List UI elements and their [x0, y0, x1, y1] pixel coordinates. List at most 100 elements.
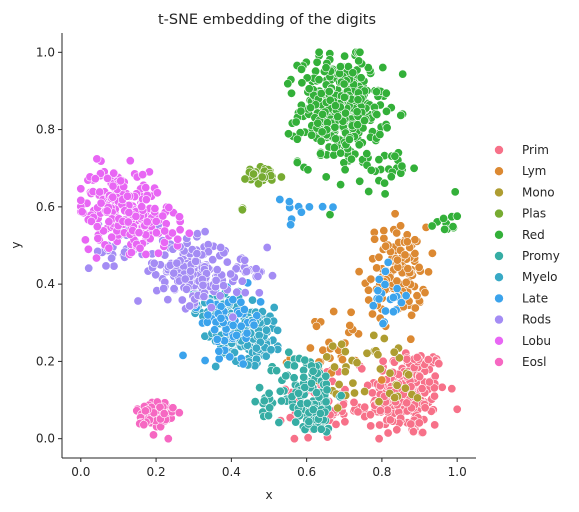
- point-red: [329, 143, 339, 153]
- point-promy: [293, 408, 303, 418]
- point-promy: [259, 396, 269, 406]
- point-lym: [396, 221, 406, 231]
- point-rods: [219, 281, 229, 291]
- point-lobu: [131, 211, 141, 221]
- point-lym: [363, 285, 373, 295]
- point-rods: [262, 243, 272, 253]
- legend-label-rods: Rods: [522, 313, 551, 327]
- point-late: [236, 297, 246, 307]
- point-red: [398, 69, 408, 79]
- point-red: [381, 106, 391, 116]
- point-red: [321, 63, 331, 73]
- point-lobu: [134, 228, 144, 238]
- point-promy: [336, 391, 346, 401]
- point-prim: [375, 406, 385, 416]
- point-lym: [420, 288, 430, 298]
- x-tick-label: 0.8: [372, 465, 391, 479]
- point-lym: [410, 235, 420, 245]
- point-lobu: [116, 176, 126, 186]
- point-red: [296, 64, 306, 74]
- point-red: [378, 62, 388, 72]
- point-mono: [369, 330, 379, 340]
- point-promy: [300, 382, 310, 392]
- point-myelo: [266, 345, 276, 355]
- point-promy: [255, 383, 265, 393]
- point-promy: [250, 397, 260, 407]
- point-lobu: [137, 202, 147, 212]
- point-rods: [133, 296, 143, 306]
- point-red: [339, 79, 349, 89]
- point-red: [291, 117, 301, 127]
- point-promy: [312, 388, 322, 398]
- point-rods: [180, 274, 190, 284]
- point-lobu: [109, 168, 119, 178]
- point-prim: [417, 384, 427, 394]
- point-lym: [403, 264, 413, 274]
- point-eosl: [140, 406, 150, 416]
- point-myelo: [248, 295, 258, 305]
- point-rods: [107, 253, 117, 263]
- point-promy: [281, 371, 291, 381]
- point-red: [356, 73, 366, 83]
- point-red: [307, 130, 317, 140]
- point-lym: [392, 228, 402, 238]
- point-promy: [291, 417, 301, 427]
- point-lobu: [141, 183, 151, 193]
- point-lobu: [124, 208, 134, 218]
- point-prim: [434, 359, 444, 369]
- point-red: [292, 158, 302, 168]
- point-rods: [222, 257, 232, 267]
- point-prim: [385, 415, 395, 425]
- point-plas: [276, 172, 286, 182]
- y-tick-label: 0.8: [36, 123, 55, 137]
- point-mono: [373, 350, 383, 360]
- point-myelo: [211, 361, 221, 371]
- point-lobu: [96, 198, 106, 208]
- point-lym: [370, 234, 380, 244]
- point-rods: [253, 271, 263, 281]
- legend-marker-late: [494, 293, 504, 304]
- point-red: [297, 78, 307, 88]
- point-lym: [345, 320, 355, 330]
- point-late: [328, 202, 338, 212]
- point-eosl: [168, 403, 178, 413]
- point-red: [362, 149, 372, 159]
- point-plas: [240, 174, 250, 184]
- point-mono: [400, 383, 410, 393]
- point-myelo: [269, 302, 279, 312]
- point-promy: [263, 411, 273, 421]
- point-prim: [418, 427, 428, 437]
- point-red: [333, 112, 343, 122]
- x-axis-label: x: [265, 488, 272, 502]
- point-promy: [308, 405, 318, 415]
- point-lobu: [103, 173, 113, 183]
- point-lobu: [86, 216, 96, 226]
- point-mono: [362, 348, 372, 358]
- point-late: [374, 294, 384, 304]
- point-prim: [447, 384, 457, 394]
- point-lym: [427, 248, 437, 258]
- point-rods: [206, 302, 216, 312]
- point-lobu: [95, 187, 105, 197]
- point-lym: [414, 262, 424, 272]
- point-red: [380, 178, 390, 188]
- point-late: [368, 301, 378, 311]
- point-rods: [208, 255, 218, 265]
- point-red: [452, 211, 462, 221]
- point-red: [355, 176, 365, 186]
- legend-label-lym: Lym: [522, 164, 546, 178]
- point-prim: [452, 404, 462, 414]
- point-myelo: [273, 325, 283, 335]
- point-lobu: [123, 191, 133, 201]
- point-lobu: [135, 243, 145, 253]
- legend-label-myelo: Myelo: [522, 270, 558, 284]
- point-prim: [392, 425, 402, 435]
- point-rods: [172, 258, 182, 268]
- point-prim: [383, 428, 393, 438]
- point-red: [304, 84, 314, 94]
- point-mono: [348, 378, 358, 388]
- point-red: [374, 155, 384, 165]
- point-prim: [415, 372, 425, 382]
- point-prim: [408, 427, 418, 437]
